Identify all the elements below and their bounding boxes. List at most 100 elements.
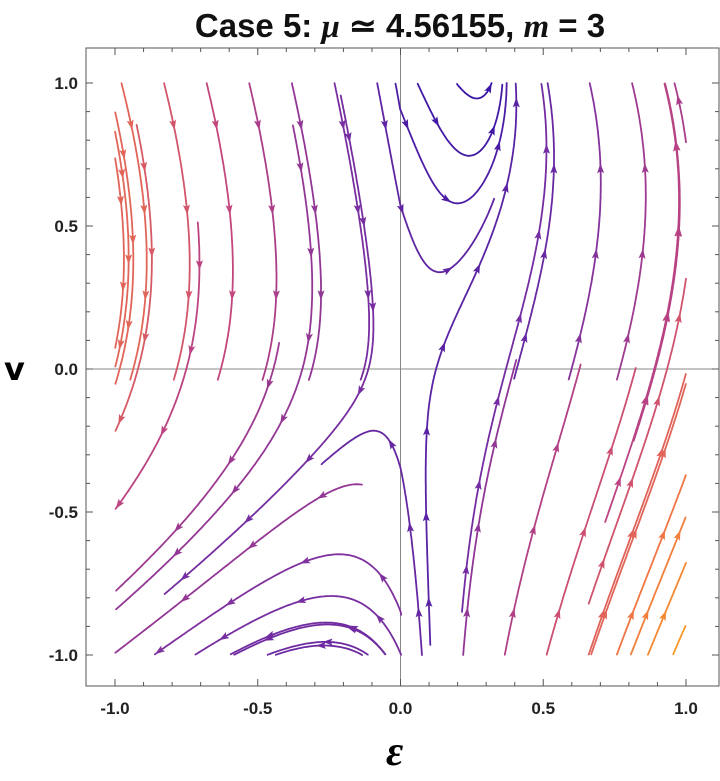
stream-line (461, 83, 548, 613)
stream-line (291, 82, 322, 381)
stream-arrow (673, 530, 681, 541)
stream-arrow (520, 332, 528, 344)
stream-line (205, 82, 234, 381)
stream-arrow (307, 247, 315, 258)
stream-arrow (148, 247, 156, 258)
stream-line (513, 82, 555, 380)
stream-arrow (180, 571, 191, 581)
stream-arrow (629, 528, 637, 540)
stream-arrow (280, 413, 288, 425)
stream-arrow (253, 119, 261, 130)
stream-arrow (484, 83, 492, 94)
title-approx-value: ≃ 4.56155, (339, 7, 524, 44)
stream-arrow (423, 425, 430, 436)
x-tick-label: 1.0 (674, 699, 698, 718)
stream-arrow (676, 95, 684, 106)
stream-arrow (473, 522, 481, 533)
stream-arrow (116, 195, 124, 206)
stream-arrow (317, 290, 325, 301)
y-tick-label: 1.0 (54, 74, 78, 93)
stream-arrow (472, 263, 481, 275)
stream-arrow (172, 547, 183, 557)
stream-arrow (375, 614, 386, 625)
stream-arrow (378, 572, 388, 583)
stream-arrow (512, 97, 520, 108)
stream-arrow (180, 593, 191, 603)
stream-line (616, 82, 647, 381)
stream-arrow (407, 521, 415, 533)
stream-arrow (591, 248, 599, 260)
stream-arrow (508, 607, 516, 619)
stream-arrow (415, 607, 423, 618)
stream-line (320, 429, 423, 656)
stream-arrow (440, 193, 452, 203)
stream-arrow (219, 632, 230, 641)
stream-arrow (315, 641, 327, 649)
stream-arrow (185, 290, 193, 301)
stream-line (114, 124, 153, 432)
stream-arrow (140, 204, 148, 215)
tick-marks (86, 48, 719, 686)
stream-arrow (231, 484, 241, 495)
stream-line (114, 221, 201, 510)
stream-arrow (396, 203, 404, 215)
stream-arrow (364, 289, 372, 300)
stream-arrow (442, 267, 453, 276)
stream-arrow (300, 556, 311, 564)
stream-arrow (196, 260, 204, 271)
stream-arrow (597, 163, 605, 174)
stream-arrow (115, 498, 125, 509)
tick-labels: -1.0 -0.5 0.0 0.5 1.0 -1.0 -0.5 0.0 0.5 1.0 (49, 74, 698, 718)
plot-frame (85, 47, 720, 687)
stream-arrow (673, 141, 681, 152)
stream-line (154, 553, 403, 656)
stream-line (163, 94, 375, 595)
stream-arrow (574, 333, 582, 344)
stream-arrow (266, 378, 274, 390)
stream-arrow (369, 302, 377, 313)
stream-arrow (492, 395, 500, 407)
stream-arrow (125, 319, 133, 331)
stream-arrow (118, 168, 126, 179)
title-prefix: Case 5: (194, 7, 322, 44)
stream-line (630, 516, 687, 656)
stream-arrow (188, 344, 196, 356)
plot-border (85, 47, 720, 687)
stream-line (647, 562, 687, 656)
stream-arrow (641, 394, 649, 406)
stream-arrow (295, 596, 307, 604)
stream-arrow (338, 119, 346, 131)
stream-arrow (515, 312, 522, 324)
stream-arrow (641, 609, 649, 621)
stream-arrow (552, 442, 560, 453)
stream-arrow (305, 453, 315, 464)
stream-arrow (659, 447, 666, 459)
stream-arrow (359, 216, 367, 228)
stream-arrow (422, 511, 430, 522)
stream-arrow (264, 630, 276, 638)
stream-arrow (142, 332, 150, 343)
stream-arrow (614, 476, 621, 488)
stream-arrow (401, 118, 409, 130)
stream-line (163, 82, 191, 381)
stream-arrow (597, 558, 605, 570)
stream-arrow (348, 625, 359, 633)
stream-line (616, 474, 687, 656)
stream-arrow (182, 204, 190, 215)
stream-arrow (487, 125, 495, 136)
stream-line (462, 359, 518, 656)
stream-line (233, 623, 386, 656)
stream-arrow (658, 529, 666, 541)
stream-line (115, 342, 280, 592)
stream-arrow (438, 341, 446, 353)
stream-arrow (463, 607, 471, 618)
stream-arrow (344, 132, 352, 143)
stream-arrow (125, 254, 133, 265)
title-suffix: = 3 (549, 7, 606, 44)
stream-arrow (247, 540, 258, 549)
stream-line (604, 82, 680, 523)
stream-line (456, 82, 493, 100)
stream-arrow (225, 204, 233, 215)
stream-arrow (126, 119, 134, 130)
stream-arrow (211, 119, 219, 130)
